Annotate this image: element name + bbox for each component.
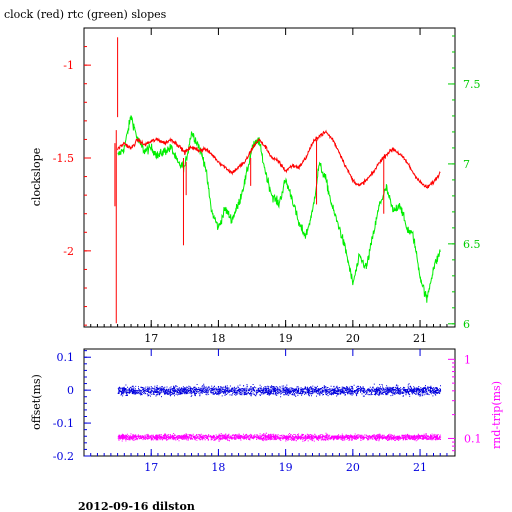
bottom-x-tick-label: 18 xyxy=(211,461,225,474)
top-right-tick-label: 7 xyxy=(463,158,470,171)
bottom-right-axis-label: rnd-trip(ms) xyxy=(490,381,503,449)
top-x-tick-label: 18 xyxy=(211,332,225,345)
footer-label: 2012-09-16 dilston xyxy=(78,500,195,512)
top-x-tick-label: 17 xyxy=(144,332,158,345)
round-trip-points xyxy=(117,432,442,442)
top-left-axis-label: clockslope xyxy=(30,148,43,206)
top-right-tick-label: 7.5 xyxy=(463,78,481,91)
top-x-tick-label: 20 xyxy=(346,332,360,345)
bottom-left-tick-label: 0.1 xyxy=(57,351,75,364)
top-left-tick-label: -1 xyxy=(63,59,74,72)
top-left-tick-label: -2 xyxy=(63,245,74,258)
top-plot: -1 -1.5 -2 6 6.5 7 7.5 17 18 19 20 21 xyxy=(53,28,481,345)
top-right-tick-label: 6 xyxy=(463,318,470,331)
clock-slope-line xyxy=(117,129,441,190)
top-x-tick-label: 21 xyxy=(413,332,427,345)
bottom-x-tick-label: 19 xyxy=(279,461,293,474)
top-plot-frame xyxy=(83,27,456,328)
bottom-x-tick-label: 17 xyxy=(144,461,158,474)
top-x-tick-label: 19 xyxy=(279,332,293,345)
bottom-left-tick-label: -0.2 xyxy=(53,450,74,463)
bottom-left-tick-label: -0.1 xyxy=(53,417,74,430)
bottom-right-tick-label: 0.1 xyxy=(464,432,482,445)
chart-title: clock (red) rtc (green) slopes xyxy=(4,8,167,21)
rtc-slope-line xyxy=(117,115,441,303)
bottom-x-tick-label: 20 xyxy=(346,461,360,474)
offset-points xyxy=(117,383,442,398)
bottom-right-tick-label: 1 xyxy=(464,353,471,366)
bottom-plot: 0.1 0 -0.1 -0.2 1 0.1 17 18 19 20 21 xyxy=(53,349,482,474)
top-left-tick-label: -1.5 xyxy=(53,152,74,165)
bottom-left-axis-label: offset(ms) xyxy=(30,374,43,430)
bottom-x-tick-label: 21 xyxy=(413,461,427,474)
bottom-left-tick-label: 0 xyxy=(67,384,74,397)
top-right-tick-label: 6.5 xyxy=(463,238,481,251)
bottom-plot-frame xyxy=(83,348,456,457)
